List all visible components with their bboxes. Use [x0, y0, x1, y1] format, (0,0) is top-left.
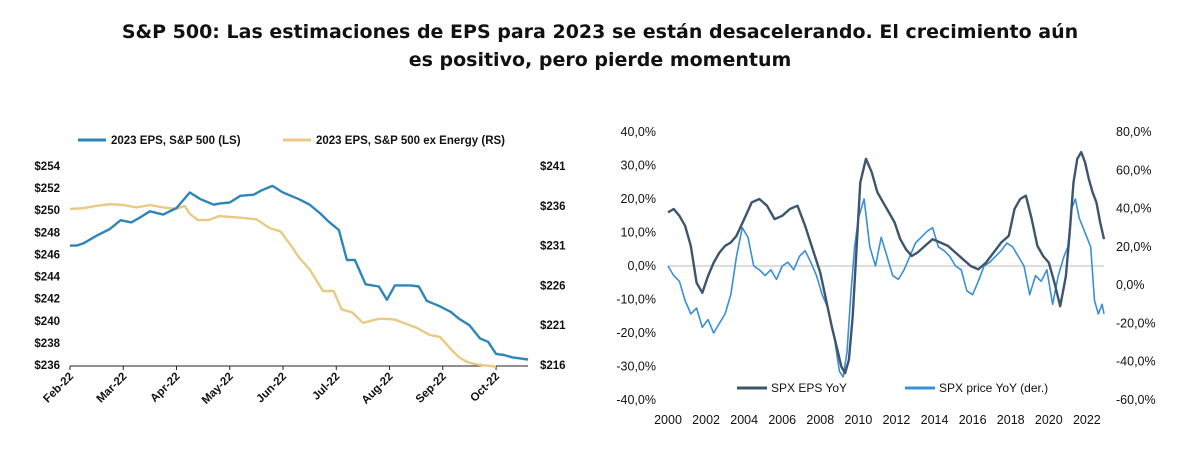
- legend-label: SPX EPS YoY: [771, 381, 847, 395]
- title-line-1: S&P 500: Las estimaciones de EPS para 20…: [121, 21, 1079, 43]
- y-left-tick-label: $238: [34, 338, 60, 350]
- y-right-tick-label: 80,0%: [1116, 125, 1151, 139]
- x-tick-label: 2022: [1073, 413, 1101, 427]
- y-right-tick-label: 40,0%: [1116, 202, 1151, 216]
- y-right-tick-label: 0,0%: [1116, 278, 1145, 292]
- y-left-tick-label: 20,0%: [621, 192, 656, 206]
- y-left-tick-label: $236: [34, 360, 60, 372]
- y-right-tick-label: $241: [540, 161, 566, 173]
- y-right-tick-label: $226: [540, 280, 566, 292]
- y-left-tick-label: -40,0%: [616, 393, 656, 407]
- y-right-tick-label: 20,0%: [1116, 240, 1151, 254]
- y-left-tick-label: 40,0%: [621, 125, 656, 139]
- x-tick-label: 2010: [844, 413, 872, 427]
- x-tick-label: 2014: [921, 413, 949, 427]
- eps-estimates-chart: $254 $252 $250 $248 $246 $244 $242 $240 $238 $236…: [34, 135, 566, 407]
- legend-label: 2023 EPS, S&P 500 (LS): [111, 135, 241, 147]
- series-line-price-yoy: [667, 198, 1105, 378]
- y-right-tick-label: $236: [540, 201, 566, 213]
- x-tick-label: 2020: [1035, 413, 1063, 427]
- y-left-tick-label: $254: [34, 161, 60, 173]
- y-left-tick-label: -20,0%: [616, 326, 656, 340]
- x-tick-label: 2018: [997, 413, 1025, 427]
- title-line-2: es positivo, pero pierde momentum: [408, 49, 792, 71]
- x-tick-label: 2004: [730, 413, 758, 427]
- y-left-tick-label: $244: [34, 272, 60, 284]
- y-left-tick-label: $240: [34, 316, 60, 328]
- y-left-tick-label: $250: [34, 205, 60, 217]
- y-left-tick-label: $252: [34, 183, 60, 195]
- series-line-sp500: [70, 184, 529, 361]
- y-left-tick-label: 0,0%: [628, 259, 657, 273]
- x-tick-label: 2002: [692, 413, 720, 427]
- y-left-tick-label: $248: [34, 227, 60, 239]
- series-line-ex-energy: [69, 202, 497, 368]
- y-right-tick-label: -40,0%: [1116, 355, 1156, 369]
- y-left-tick-label: -30,0%: [616, 360, 656, 374]
- x-tick-label: 2016: [959, 413, 987, 427]
- y-right-tick-label: -60,0%: [1116, 393, 1156, 407]
- y-right-tick-label: $231: [540, 241, 566, 253]
- legend-label: SPX price YoY (der.): [939, 381, 1048, 395]
- y-left-tick-label: $246: [34, 249, 60, 261]
- x-tick-label: 2008: [806, 413, 834, 427]
- y-right-tick-label: $221: [540, 320, 566, 332]
- series-line-eps-yoy: [667, 150, 1106, 375]
- x-tick-label: 2012: [883, 413, 911, 427]
- x-tick-label: 2006: [768, 413, 796, 427]
- y-left-tick-label: $242: [34, 294, 60, 306]
- y-left-tick-label: 30,0%: [621, 159, 656, 173]
- y-right-tick-label: -20,0%: [1116, 316, 1156, 330]
- y-left-tick-label: 10,0%: [621, 226, 656, 240]
- y-left-tick-label: -10,0%: [616, 293, 656, 307]
- chart-title: S&P 500: Las estimaciones de EPS para 20…: [60, 18, 1140, 74]
- legend-label: 2023 EPS, S&P 500 ex Energy (RS): [316, 135, 505, 147]
- y-right-tick-label: 60,0%: [1116, 163, 1151, 177]
- y-right-tick-label: $216: [540, 360, 566, 372]
- x-tick-label: 2000: [654, 413, 682, 427]
